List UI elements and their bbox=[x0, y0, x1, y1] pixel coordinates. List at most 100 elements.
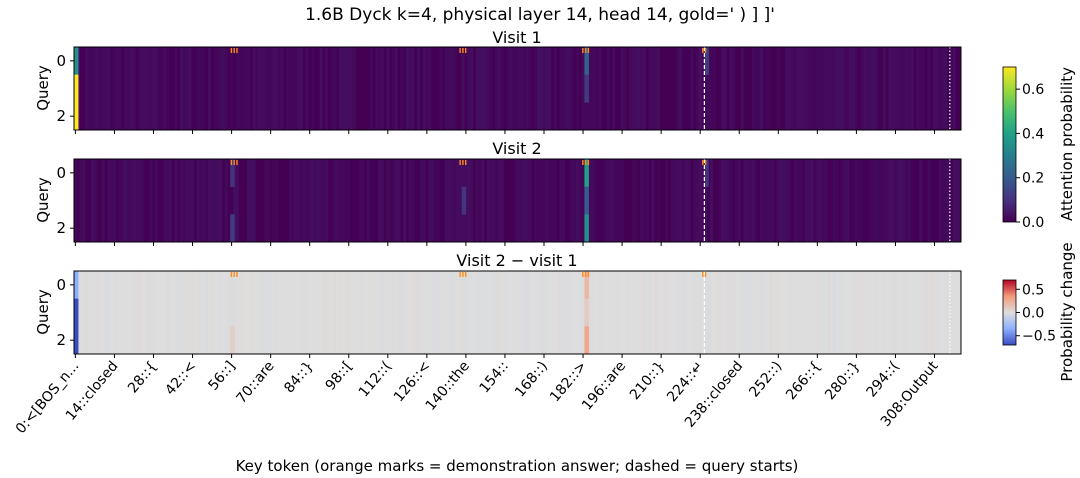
heatmap-cell bbox=[182, 159, 186, 242]
heatmap-cell bbox=[542, 271, 546, 354]
heatmap-cell bbox=[157, 47, 161, 130]
demo-answer-mark bbox=[236, 48, 238, 53]
heatmap-cell bbox=[199, 159, 203, 242]
heatmap-cell bbox=[244, 47, 248, 130]
heatmap-cell bbox=[311, 159, 315, 242]
heatmap-cell bbox=[347, 159, 351, 242]
heatmap-hotspot bbox=[74, 326, 79, 355]
demo-answer-mark bbox=[462, 272, 464, 277]
heatmap-cell bbox=[291, 159, 295, 242]
heatmap-cell bbox=[843, 47, 847, 130]
heatmap-cell bbox=[709, 159, 713, 242]
heatmap-cell bbox=[149, 271, 153, 354]
heatmap-cell bbox=[718, 159, 722, 242]
x-tick-label: 84::} bbox=[281, 358, 316, 396]
colorbar-ticks: 0.5 0.0 −0.5 bbox=[1016, 282, 1056, 345]
demo-answer-mark bbox=[230, 160, 233, 165]
heatmap-hotspot bbox=[74, 47, 79, 75]
heatmap-cell bbox=[804, 47, 808, 130]
heatmap-cell bbox=[428, 159, 432, 242]
heatmap-cell bbox=[182, 47, 186, 130]
heatmap-cell bbox=[497, 47, 501, 130]
heatmap-cell bbox=[648, 47, 652, 130]
heatmap-cell bbox=[90, 47, 94, 130]
heatmap-cell bbox=[751, 159, 755, 242]
heatmap-cell bbox=[104, 271, 108, 354]
heatmap-cell bbox=[126, 47, 130, 130]
demo-answer-mark bbox=[465, 272, 467, 277]
heatmap-cell bbox=[874, 47, 878, 130]
heatmap-cell bbox=[891, 47, 895, 130]
heatmap-cell bbox=[299, 47, 303, 130]
demo-answer-mark bbox=[236, 272, 238, 277]
heatmap-cell bbox=[902, 159, 906, 242]
heatmap-cell bbox=[908, 159, 911, 242]
heatmap-cell bbox=[835, 159, 839, 242]
heatmap-cell bbox=[626, 271, 630, 354]
heatmap-cell bbox=[729, 159, 733, 242]
heatmap-cell bbox=[511, 47, 515, 130]
heatmap-cell bbox=[269, 271, 273, 354]
heatmap-cell bbox=[219, 271, 223, 354]
heatmap-cell bbox=[149, 47, 153, 130]
heatmap-cell bbox=[481, 47, 485, 130]
heatmap-cell bbox=[258, 47, 262, 130]
x-tick-label: 280::} bbox=[822, 358, 863, 403]
heatmap-cell bbox=[294, 47, 298, 130]
heatmap-cell bbox=[489, 159, 493, 242]
x-tick-label: 168::) bbox=[512, 358, 551, 400]
heatmap-cell bbox=[149, 159, 153, 242]
heatmap-cell bbox=[882, 159, 886, 242]
heatmap-cell bbox=[690, 47, 694, 130]
heatmap-cell bbox=[347, 271, 351, 354]
heatmap-cell bbox=[902, 47, 906, 130]
heatmap-cell bbox=[620, 47, 624, 130]
heatmap-cell bbox=[135, 271, 139, 354]
heatmap-cell bbox=[461, 47, 465, 130]
heatmap-cell bbox=[891, 159, 895, 242]
heatmap-cell bbox=[347, 47, 351, 130]
heatmap-cell bbox=[486, 159, 490, 242]
heatmap-cell bbox=[344, 271, 348, 354]
heatmap-cell bbox=[475, 47, 479, 130]
heatmap-cells bbox=[74, 159, 962, 243]
heatmap-cell bbox=[305, 47, 309, 130]
heatmap-cell bbox=[230, 47, 234, 130]
heatmap-cell bbox=[682, 159, 686, 242]
x-tick-label: 112::( bbox=[356, 358, 395, 400]
heatmap-cell bbox=[93, 47, 97, 130]
demo-answer-mark bbox=[584, 160, 587, 165]
heatmap-cell bbox=[500, 159, 504, 242]
heatmap-cell bbox=[104, 47, 108, 130]
heatmap-cell bbox=[93, 159, 97, 242]
heatmap-cell bbox=[855, 159, 858, 242]
heatmap-cell bbox=[938, 159, 942, 242]
x-tick-labels: 0:<[BOS_n...14::closed 28::{42::< 56::]70:… bbox=[13, 358, 942, 437]
demo-answer-mark bbox=[702, 48, 704, 53]
heatmap-cell bbox=[785, 159, 789, 242]
heatmap-cell bbox=[746, 159, 750, 242]
heatmap-cell bbox=[832, 47, 836, 130]
heatmap-cell bbox=[609, 159, 613, 242]
heatmap-cell bbox=[564, 47, 568, 130]
heatmap-cell bbox=[559, 159, 563, 242]
heatmap-cell bbox=[679, 47, 683, 130]
heatmap-cell bbox=[899, 47, 903, 130]
heatmap-cell bbox=[779, 159, 783, 242]
heatmap-cell bbox=[709, 47, 713, 130]
y-ticks: 02 bbox=[56, 276, 74, 349]
heatmap-cell bbox=[274, 271, 278, 354]
heatmap-cell bbox=[464, 271, 468, 354]
heatmap-cell bbox=[852, 271, 856, 354]
heatmap-cell bbox=[640, 47, 644, 130]
heatmap-cell bbox=[921, 47, 925, 130]
heatmap-cell bbox=[849, 47, 853, 130]
heatmap-cell bbox=[813, 47, 817, 130]
heatmap-cell bbox=[297, 47, 301, 130]
demo-answer-mark bbox=[459, 272, 461, 277]
heatmap-cell bbox=[545, 47, 549, 130]
heatmap-cell bbox=[450, 47, 454, 130]
heatmap-cell bbox=[397, 159, 401, 242]
x-tick-label: 28::{ bbox=[125, 358, 160, 396]
heatmap-cell bbox=[846, 47, 850, 130]
